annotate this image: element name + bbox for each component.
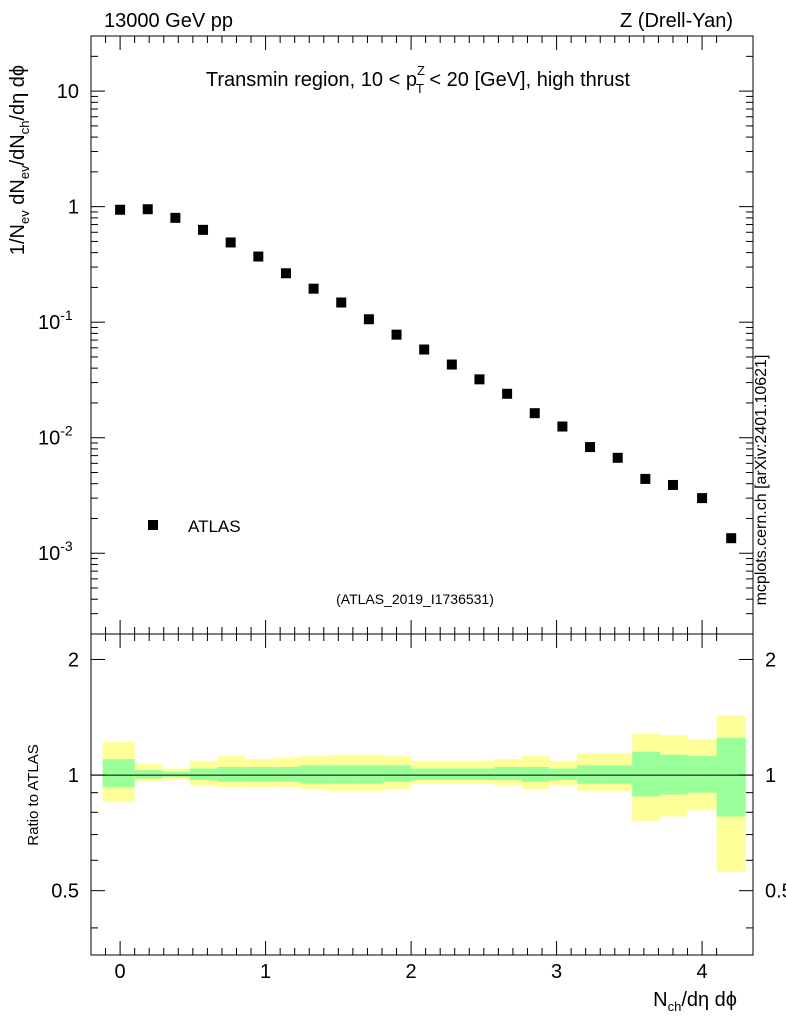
inner-band-bin: [300, 765, 329, 784]
side-label: mcplots.cern.ch [arXiv:2401.10621]: [753, 355, 770, 606]
ratio-y-tick-label-left: 2: [68, 649, 79, 671]
data-point: [446, 359, 457, 370]
data-point: [336, 297, 347, 308]
inner-band-bin: [576, 765, 605, 784]
data-point: [363, 314, 374, 325]
data-point: [640, 473, 651, 484]
data-point: [474, 374, 485, 385]
data-point: [280, 268, 291, 279]
title-pre: Transmin region, 10 < p: [206, 69, 417, 91]
inner-band-bin: [438, 768, 467, 781]
analysis-watermark: (ATLAS_2019_I1736531): [336, 591, 494, 607]
inner-band-bin: [272, 766, 301, 782]
top-frame: [90, 35, 754, 635]
x-tick-label: 3: [551, 961, 562, 983]
x-tick-label: 2: [406, 961, 417, 983]
data-point: [557, 421, 568, 432]
inner-band-bin: [328, 765, 356, 784]
y-tick-label: 10: [57, 81, 79, 103]
data-point: [726, 533, 737, 544]
inner-band-bin: [549, 768, 577, 781]
inner-band-bin: [355, 765, 384, 784]
data-point: [529, 408, 540, 419]
ratio-y-tick-label-right: 2: [765, 649, 776, 671]
ratio-bands: [102, 715, 746, 872]
data-point: [585, 442, 596, 453]
data-point: [225, 237, 236, 248]
data-point: [170, 212, 181, 223]
inner-band-bin: [716, 737, 746, 817]
plot-title: Transmin region, 10 < pZ T < 20 [GeV], hi…: [206, 63, 631, 96]
ratio-y-tick-label-right: 0.5: [765, 881, 786, 903]
y-axis-title-top: 1/Nev dNev/dNch/dη dϕ: [7, 65, 32, 255]
y-tick-label: 1: [68, 197, 79, 219]
inner-band-bin: [102, 759, 135, 788]
data-point: [667, 479, 678, 490]
x-tick-label: 0: [115, 961, 126, 983]
inner-band-bin: [383, 765, 412, 782]
ratio-y-tick-label-right: 1: [765, 765, 776, 787]
data-point: [142, 204, 153, 215]
inner-band-bin: [604, 765, 633, 784]
ratio-y-tick-label-left: 0.5: [51, 881, 79, 903]
inner-band-bin: [466, 768, 495, 781]
x-tick-label: 1: [260, 961, 271, 983]
inner-band-bin: [687, 756, 717, 793]
inner-band-bin: [162, 771, 190, 777]
top-axis-ticks: 10 1 10-1 10-2 10-3: [38, 35, 753, 635]
legend: ATLAS: [148, 517, 241, 536]
data-point: [612, 452, 623, 463]
inner-band-bin: [411, 768, 439, 781]
data-point: [697, 493, 708, 504]
inner-band-bin: [494, 766, 522, 781]
data-point: [115, 204, 126, 215]
title-sup: Z: [417, 63, 425, 78]
ratio-panel: 0.5 0.5 1 1 2 2 0 1 2 3 4 Ratio to ATLAS Nch/dη dϕ: [25, 633, 786, 1014]
inner-band-bin: [189, 768, 218, 781]
data-point: [502, 388, 513, 399]
y-tick-label: 10-1: [38, 307, 73, 334]
data-markers: [115, 204, 737, 544]
inner-band-bin: [521, 766, 550, 782]
title-post: < 20 [GeV], high thrust: [424, 69, 631, 91]
inner-band-bin: [217, 766, 246, 782]
data-point: [391, 329, 402, 340]
legend-marker: [148, 520, 158, 530]
x-axis-title: Nch/dη dϕ: [653, 989, 737, 1014]
title-sub: T: [416, 81, 424, 96]
x-tick-label: 4: [697, 961, 708, 983]
energy-label: 13000 GeV pp: [104, 10, 233, 32]
data-point: [419, 344, 430, 355]
bottom-axis-ticks: 0.5 0.5 1 1 2 2 0 1 2 3 4: [51, 634, 786, 983]
data-point: [308, 283, 319, 294]
legend-label: ATLAS: [188, 517, 241, 536]
bottom-frame: [90, 633, 754, 956]
ratio-y-tick-label-left: 1: [68, 765, 79, 787]
main-plot-panel: Transmin region, 10 < pZ T < 20 [GeV], hi…: [7, 35, 754, 635]
inner-band-bin: [134, 770, 163, 779]
y-tick-label: 10-2: [38, 423, 73, 450]
inner-band-bin: [632, 751, 660, 797]
inner-band-bin: [245, 766, 273, 782]
data-point: [253, 251, 264, 262]
data-point: [198, 224, 209, 235]
y-tick-label: 10-3: [38, 538, 73, 565]
process-label: Z (Drell-Yan): [620, 10, 733, 32]
y-axis-title-ratio: Ratio to ATLAS: [25, 744, 42, 845]
